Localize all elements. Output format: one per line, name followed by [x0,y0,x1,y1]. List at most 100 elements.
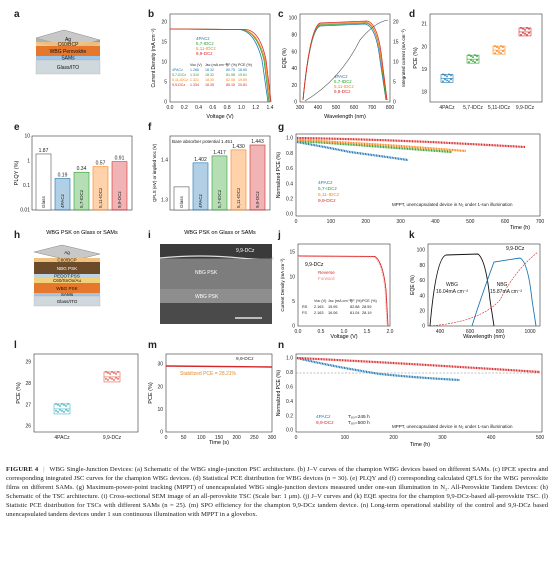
c2-ytick: 20 [393,20,399,26]
c-ytick: 40 [291,66,297,72]
g-series-99dcz [296,136,526,149]
c-xtick: 800 [386,105,395,111]
f-bar-label: 1.402 [194,157,207,163]
d-point [474,61,476,64]
e-xlabel: WBG PSK on Glass or SAMs [46,230,118,236]
g-legend-4: 9,9-DCz [318,198,336,204]
d-point [528,27,530,30]
f-bar-cat: Glass [179,196,184,208]
l-ytick: 28 [25,381,31,387]
e-bar-cat: 4PACz [60,193,65,208]
l-point [107,378,109,381]
h-layer-wbg: WBG PSK [56,286,78,291]
e-bar [92,166,109,211]
k-ytick: 80 [419,263,425,269]
n-ytick: 0.0 [286,428,293,434]
d-point [526,33,528,36]
j-table-cell: 2.163 [314,311,324,315]
panel-label-a: a [14,9,20,20]
b-xlabel: Voltage (V) [206,114,233,120]
d-point [468,61,470,64]
k-nbg-jsc: 15.87mA cm⁻² [490,289,522,295]
d-ylabel: PCE (%) [413,47,419,69]
c2-ytick: 10 [393,60,399,66]
n-ytick: 0.4 [286,399,293,405]
l-point [117,377,119,380]
l-point [61,402,63,405]
j-forward [297,256,388,327]
b-table-cell: 82.08 [226,78,235,82]
panel-n-stability: 4PACz 9,9-DCz T₈₀=245 h T₈₀=500 h MPPT, … [276,353,544,448]
l-point [67,409,69,412]
j-ytick: 0 [292,324,295,330]
c-legend-2: 5,7-IDCz [334,79,353,84]
j-xtick: 1.5 [364,329,371,335]
panel-m-spo: 9,9-DCz Stabilized PCE = 28.21% 0 50 100 15… [148,353,276,446]
i-label-nbg: NBG PSK [195,270,218,276]
panel-e-plqy: 1.87 Glass 0.19 4PACz 0.34 5,7-IDCz 0.57 5,11-I… [14,134,133,236]
g-legend-3: 5,11-IDCz [318,192,340,198]
j-table-cell: 82.88 [350,305,360,309]
g-xlabel: Time (h) [510,225,530,231]
l-ytick: 29 [25,360,31,366]
d-point [494,45,496,48]
d-point [498,47,500,50]
e-bar [73,171,90,211]
panel-c-eqe: 4PACz 5,7-IDCz 5,11-IDCz 9,9-DCz 300 400 5… [282,13,406,120]
d-point [500,52,502,55]
d-point [494,52,496,55]
f-xlabel: WBG PSK on Glass or SAMs [184,230,256,236]
d-point [496,46,498,49]
k-ytick: 100 [417,248,426,254]
m-series [165,365,273,368]
k-ytick: 40 [419,293,425,299]
b-legend-2: 5,7-IDCz [196,41,215,46]
g-xtick: 200 [362,219,371,225]
svg-text:Voc (V): Voc (V) [190,63,202,67]
c2-ytick: 5 [393,80,396,86]
g-series-57idcz [296,139,453,154]
l-point [115,372,117,375]
m-ylabel: PCE (%) [148,382,154,404]
j-table-cell: 15.95 [328,305,338,309]
b-table-cell: 80.75 [226,68,235,72]
b-table-cell: 19.89 [238,78,247,82]
d-point [500,45,502,48]
m-ytick: 10 [157,407,163,413]
f-bar [249,144,266,211]
svg-text:FF (%): FF (%) [350,299,362,303]
f-bar-cat: 9,9-DCz [255,190,260,208]
panel-label-m: m [148,340,157,351]
d-point [444,78,446,81]
d-ytick: 19 [421,67,427,73]
c-xtick: 600 [350,105,359,111]
k-ytick: 0 [422,324,425,330]
k-integrated-current [429,251,539,327]
g-legend-2: 5,7-IDCz [318,186,338,192]
f-bar [211,155,228,211]
n-xtick: 200 [389,435,398,441]
h-layer-c60: C60/BCP [57,258,76,263]
n-xtick: 400 [487,435,496,441]
d-point [442,73,444,76]
l-point [57,410,59,413]
caption-text: WBG Single-Junction Devices: (a) Schemat… [6,466,549,518]
j-ytick: 15 [289,250,295,256]
svg-text:Voc (V): Voc (V) [314,299,327,303]
k-wbg-curve [429,253,495,327]
g-xtick: 0 [295,219,298,225]
k-ytick: 20 [419,309,425,315]
g-xtick: 300 [396,219,405,225]
f-bar-cat: 5,11-IDCz [236,187,241,208]
m-ytick: 30 [157,362,163,368]
panel-label-j: j [277,230,281,241]
h-layer-ito: Glass/ITO [57,299,78,304]
g-ytick: 0.8 [286,151,293,157]
g-xtick: 500 [466,219,475,225]
k-title: 9,9-DCz [506,246,525,252]
m-stab: Stabilized PCE = 28.21% [180,371,237,377]
f-ylabel: QFLS (eV) or implied Voc (V) [152,143,157,202]
d-point [470,59,472,62]
n-ytick: 0.2 [286,413,293,419]
d-point [470,55,472,58]
